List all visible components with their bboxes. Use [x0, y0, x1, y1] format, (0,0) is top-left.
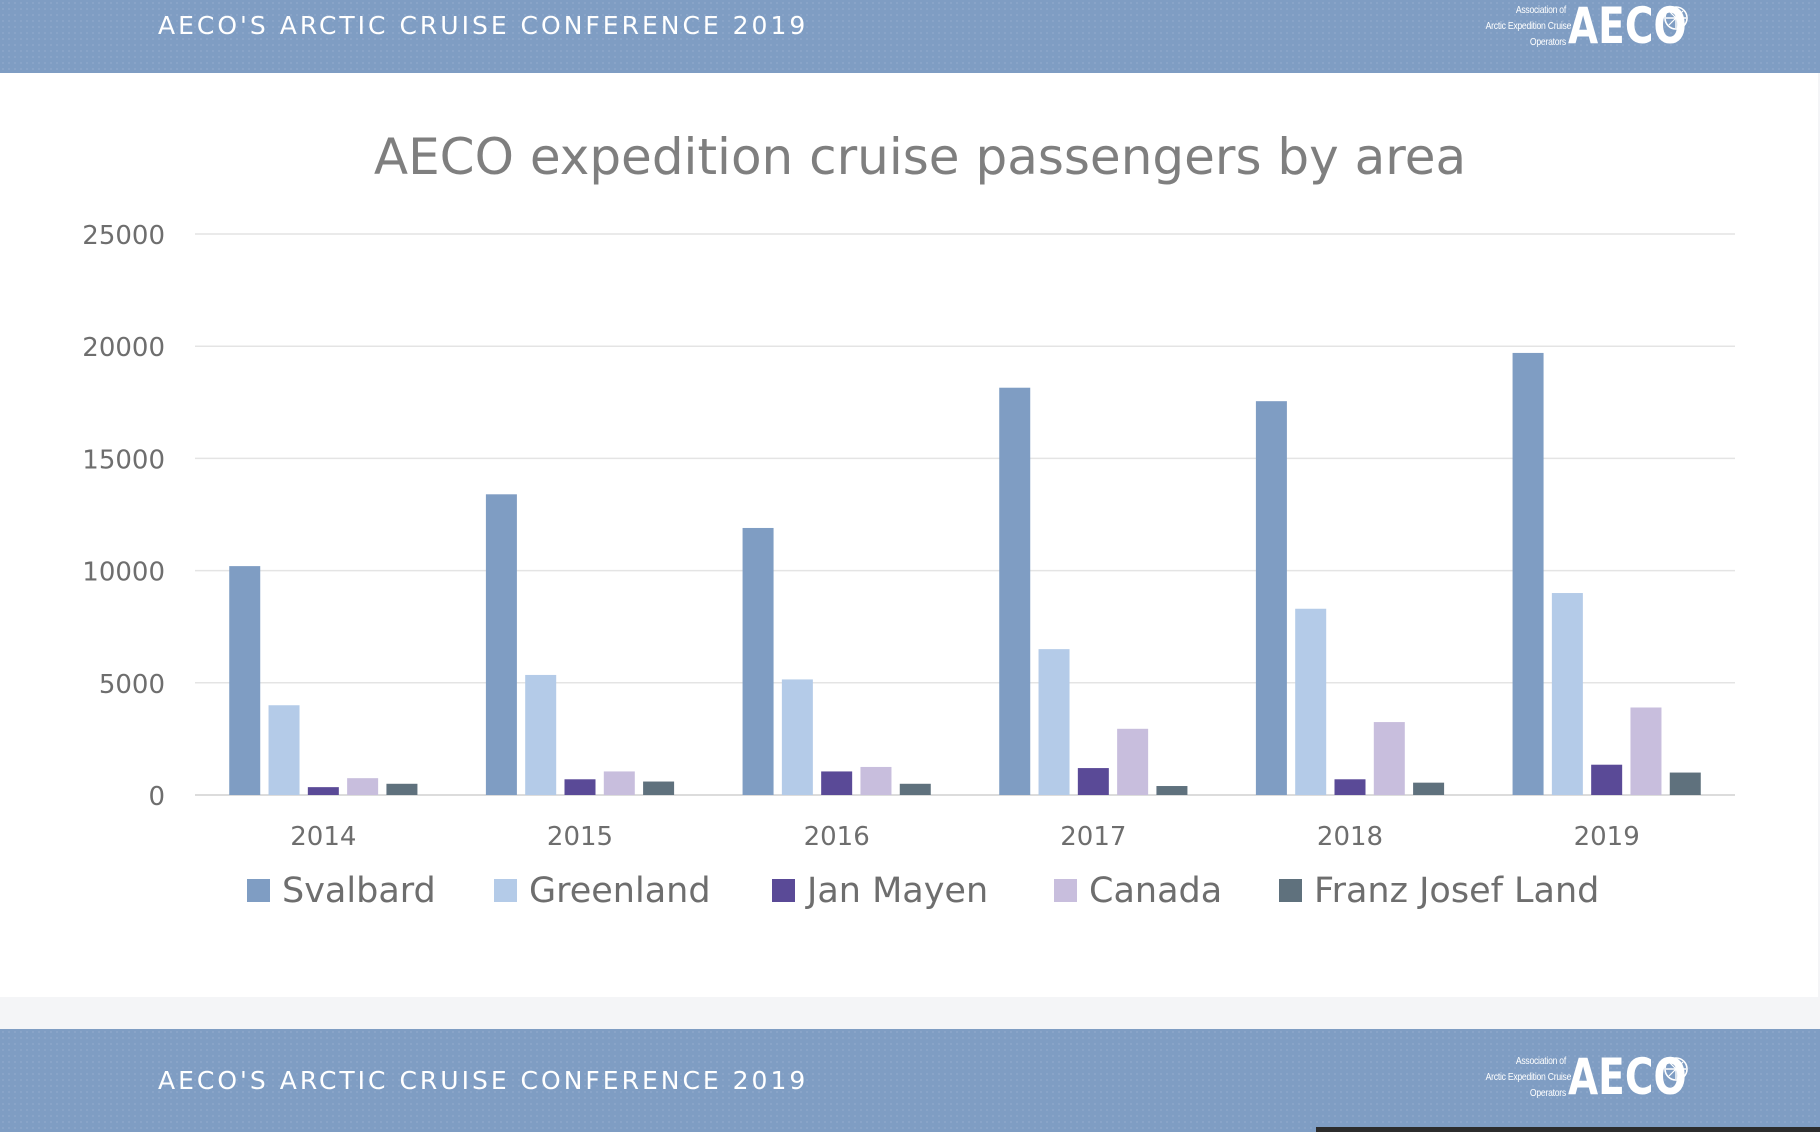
- footer-band: AECO'S ARCTIC CRUISE CONFERENCE 2019 Ass…: [0, 1029, 1820, 1132]
- legend-label: Jan Mayen: [805, 871, 988, 911]
- header-band: AECO'S ARCTIC CRUISE CONFERENCE 2019 Ass…: [0, 0, 1820, 73]
- bar-franz-josef-land-2019: [1669, 772, 1701, 795]
- x-tick-label: 2016: [804, 822, 870, 852]
- logo-subtitle-line: Association of: [1515, 4, 1566, 16]
- bar-canada-2014: [347, 778, 379, 795]
- bar-svalbard-2018: [1255, 401, 1287, 795]
- logo-subtitle-line: Operators: [1529, 36, 1566, 48]
- legend-swatch: [494, 879, 517, 902]
- legend-label: Svalbard: [282, 871, 436, 911]
- bar-canada-2015: [603, 771, 635, 795]
- x-axis-ticks: 2014 2015 2016 2017 2018 2019: [290, 822, 1640, 852]
- logo-subtitle: Association of Arctic Expedition Cruise …: [1485, 1053, 1572, 1101]
- bar-canada-2016: [860, 766, 892, 795]
- slide-content: AECO expedition cruise passengers by are…: [0, 73, 1818, 997]
- bar-svalbard-2019: [1512, 352, 1544, 795]
- logo-wordmark: AECO: [1568, 0, 1687, 55]
- chart-title: AECO expedition cruise passengers by are…: [374, 128, 1466, 186]
- bar-svalbard-2017: [999, 387, 1031, 795]
- bar-jan-mayen-2019: [1591, 764, 1623, 795]
- logo-subtitle-line: Operators: [1529, 1087, 1566, 1099]
- corner-strip: [1316, 1127, 1820, 1132]
- bar-greenland-2014: [268, 705, 300, 795]
- logo-subtitle-line: Arctic Expedition Cruise: [1485, 20, 1572, 32]
- bar-greenland-2019: [1551, 593, 1583, 795]
- bar-chart: AECO expedition cruise passengers by are…: [82, 128, 1735, 911]
- bar-greenland-2015: [525, 674, 557, 795]
- header-title: AECO'S ARCTIC CRUISE CONFERENCE 2019: [158, 11, 809, 40]
- legend-label: Greenland: [529, 871, 711, 911]
- bar-jan-mayen-2016: [821, 771, 853, 795]
- x-tick-label: 2019: [1574, 822, 1640, 852]
- compass-rose-icon: [1664, 6, 1688, 30]
- legend-label: Canada: [1089, 871, 1222, 911]
- bar-franz-josef-land-2015: [643, 781, 675, 795]
- bar-svalbard-2016: [742, 527, 774, 795]
- y-tick-label: 10000: [82, 558, 165, 588]
- bar-franz-josef-land-2018: [1413, 782, 1445, 795]
- x-tick-label: 2018: [1317, 822, 1383, 852]
- x-tick-label: 2015: [547, 822, 613, 852]
- gridlines: [195, 233, 1735, 796]
- bar-jan-mayen-2014: [307, 787, 339, 795]
- bar-canada-2017: [1117, 728, 1149, 795]
- bar-jan-mayen-2017: [1077, 768, 1109, 795]
- bar-canada-2019: [1630, 707, 1662, 795]
- legend-swatch: [1054, 879, 1077, 902]
- bar-franz-josef-land-2014: [386, 783, 418, 795]
- bar-svalbard-2015: [485, 494, 517, 795]
- y-tick-label: 20000: [82, 333, 165, 363]
- bars: [229, 352, 1701, 795]
- bar-greenland-2016: [781, 679, 813, 795]
- legend-swatch: [772, 879, 795, 902]
- logo-subtitle-line: Association of: [1515, 1055, 1566, 1067]
- logo-subtitle-line: Arctic Expedition Cruise: [1485, 1071, 1572, 1083]
- x-tick-label: 2017: [1060, 822, 1126, 852]
- y-tick-label: 5000: [99, 670, 165, 700]
- bar-greenland-2017: [1038, 649, 1070, 795]
- logo-subtitle: Association of Arctic Expedition Cruise …: [1485, 2, 1572, 50]
- aeco-logo: Association of Arctic Expedition Cruise …: [1468, 1048, 1692, 1107]
- y-tick-label: 0: [148, 782, 165, 812]
- bar-svalbard-2014: [229, 566, 261, 795]
- logo-wordmark: AECO: [1568, 1048, 1687, 1106]
- bar-jan-mayen-2015: [564, 779, 596, 795]
- footer-title: AECO'S ARCTIC CRUISE CONFERENCE 2019: [158, 1066, 809, 1095]
- x-tick-label: 2014: [290, 822, 356, 852]
- bar-franz-josef-land-2016: [899, 783, 931, 795]
- bar-canada-2018: [1373, 722, 1405, 795]
- legend-swatch: [1279, 879, 1302, 902]
- bar-franz-josef-land-2017: [1156, 786, 1188, 795]
- y-tick-label: 15000: [82, 445, 165, 475]
- bar-greenland-2018: [1295, 608, 1327, 795]
- aeco-logo: Association of Arctic Expedition Cruise …: [1468, 0, 1692, 56]
- legend-swatch: [247, 879, 270, 902]
- legend-label: Franz Josef Land: [1314, 871, 1599, 911]
- y-axis-ticks: 0 5000 10000 15000 20000 25000: [82, 221, 165, 812]
- compass-rose-icon: [1664, 1057, 1688, 1081]
- bar-jan-mayen-2018: [1334, 779, 1366, 795]
- y-tick-label: 25000: [82, 221, 165, 251]
- legend: Svalbard Greenland Jan Mayen Canada Franz Jo…: [247, 871, 1599, 911]
